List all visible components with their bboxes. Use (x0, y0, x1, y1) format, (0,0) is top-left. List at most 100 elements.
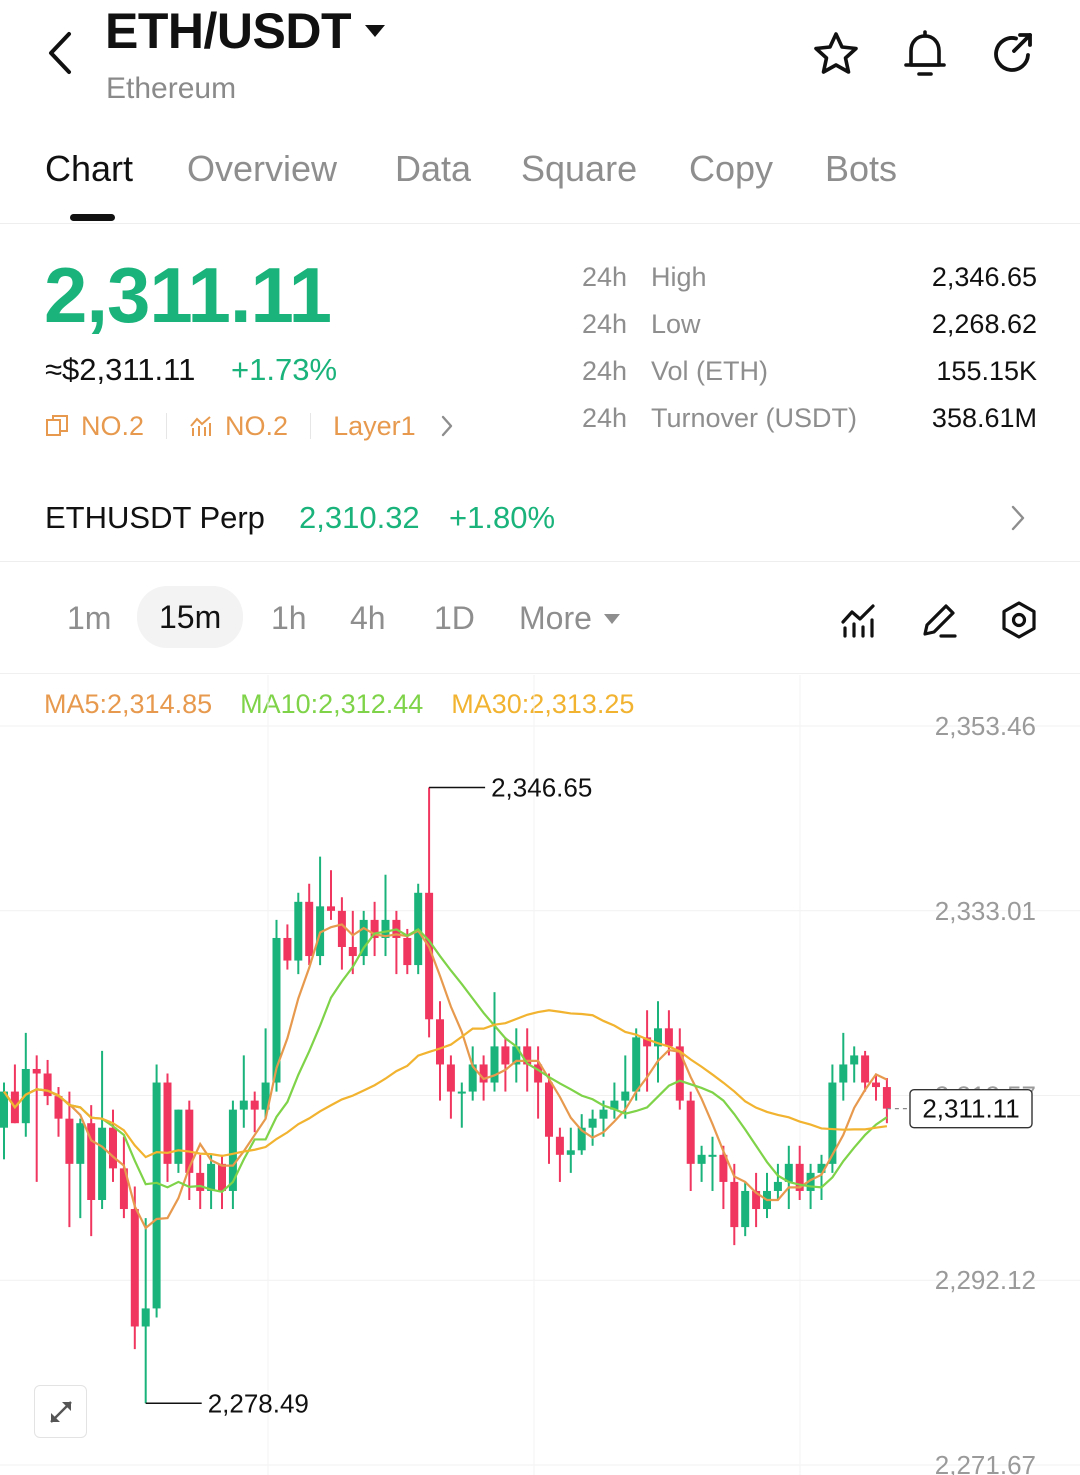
candle-body (468, 1064, 477, 1092)
candle-body (599, 1109, 608, 1119)
candle-body (152, 1082, 161, 1309)
high-price-label: 2,346.65 (491, 773, 592, 803)
candle-body (457, 1091, 466, 1094)
stat-row-volume: 24h Vol (ETH) 155.15K (582, 356, 1037, 403)
indicator-icon (841, 604, 875, 638)
draw-button[interactable] (917, 598, 961, 642)
candle-body (425, 892, 434, 1020)
candle-body (337, 910, 346, 948)
pair-selector[interactable]: ETH/USDT (105, 2, 385, 60)
perp-name: ETHUSDT Perp (45, 500, 265, 535)
tab-overview[interactable]: Overview (187, 148, 338, 189)
perp-link-row[interactable]: ETHUSDT Perp 2,310.32 +1.80% (0, 478, 1080, 562)
candle-body (621, 1091, 630, 1101)
rank-divider (310, 413, 312, 439)
candle-body (403, 937, 412, 966)
back-icon (49, 32, 71, 74)
stat-period: 24h (582, 356, 628, 386)
candle-body (32, 1068, 41, 1074)
candle-body (370, 919, 379, 938)
candle-body (163, 1082, 172, 1164)
chart-settings-button[interactable] (997, 598, 1041, 642)
ma30-line (3, 1009, 888, 1159)
candlestick-chart[interactable]: MA5:2,314.85 MA10:2,312.44 MA30:2,313.25… (0, 675, 1080, 1475)
candle-body (795, 1163, 804, 1191)
ma10-label: MA10:2,312.44 (240, 689, 424, 719)
candle-body (207, 1163, 216, 1191)
chevron-right-icon (1010, 504, 1026, 537)
interval-4h[interactable]: 4h (350, 600, 386, 636)
candle-body (327, 906, 335, 911)
rank-volume-icon (189, 414, 213, 438)
tab-bots[interactable]: Bots (825, 148, 898, 189)
interval-more-label: More (519, 600, 592, 636)
stats-panel: 24h High 2,346.65 24h Low 2,268.62 24h V… (582, 262, 1037, 450)
back-button[interactable] (40, 28, 80, 78)
fullscreen-button[interactable] (34, 1385, 87, 1438)
candle-body (784, 1163, 793, 1182)
stat-value: 2,346.65 (931, 262, 1037, 292)
stat-row-low: 24h Low 2,268.62 (582, 309, 1037, 356)
low-price-label: 2,278.49 (208, 1388, 309, 1418)
tab-square[interactable]: Square (521, 148, 638, 189)
tab-copy[interactable]: Copy (689, 148, 774, 189)
favorite-button[interactable] (810, 28, 862, 80)
candle-body (675, 1046, 684, 1101)
tab-data[interactable]: Data (395, 148, 472, 189)
alert-button[interactable] (899, 28, 951, 80)
rank-box-icon (45, 414, 69, 438)
candle-body (588, 1118, 597, 1128)
candle-body (719, 1154, 728, 1182)
stat-value: 358.61M (931, 403, 1037, 433)
rank-row: NO.2 NO.2 Layer1 (45, 408, 454, 444)
stat-label: High (651, 262, 707, 292)
candle-body (239, 1100, 248, 1110)
candle-body (174, 1109, 183, 1164)
stat-row-turnover: 24h Turnover (USDT) 358.61M (582, 403, 1037, 450)
rank-volume[interactable]: NO.2 (225, 410, 289, 441)
y-tick-label: 2,271.67 (935, 1450, 1036, 1475)
stat-value: 155.15K (936, 356, 1037, 386)
interval-more-dropdown[interactable]: More (519, 600, 620, 637)
chart-canvas[interactable]: 2,353.462,333.012,312.572,292.122,271.67… (0, 675, 1080, 1475)
y-tick-label: 2,333.01 (935, 896, 1036, 926)
interval-1d[interactable]: 1D (434, 600, 475, 636)
indicators-button[interactable] (837, 598, 881, 642)
candle-body (730, 1181, 739, 1228)
y-tick-label: 2,353.46 (935, 711, 1036, 741)
candle-body (76, 1123, 85, 1164)
candle-body (381, 919, 390, 938)
rank-market-cap[interactable]: NO.2 (81, 410, 145, 441)
candle-body (261, 1082, 270, 1110)
stat-label: Vol (ETH) (651, 356, 769, 386)
interval-1m[interactable]: 1m (67, 600, 112, 636)
stat-row-high: 24h High 2,346.65 (582, 262, 1037, 309)
candle-body (479, 1064, 488, 1083)
candle-body (523, 1046, 532, 1065)
interval-15m[interactable]: 15m (137, 586, 244, 648)
candle-body (872, 1082, 880, 1088)
ma-legend: MA5:2,314.85 MA10:2,312.44 MA30:2,313.25 (44, 689, 634, 720)
share-button[interactable] (987, 28, 1039, 80)
candle-body (773, 1181, 782, 1191)
category-tag[interactable]: Layer1 (333, 410, 416, 441)
candle-body (65, 1118, 74, 1164)
candle-body (446, 1064, 455, 1092)
chevron-right-icon[interactable] (440, 414, 454, 438)
candle-body (130, 1209, 139, 1327)
caret-down-icon (365, 25, 385, 37)
candle-body (119, 1168, 128, 1210)
pair-title: ETH/USDT (105, 3, 352, 59)
candle-body (272, 937, 281, 1083)
tab-bar: Chart Overview Data Square Copy Bots (0, 140, 1080, 224)
interval-1h[interactable]: 1h (271, 600, 307, 636)
candle-body (861, 1055, 870, 1083)
share-icon (994, 33, 1032, 72)
expand-icon (49, 1400, 72, 1423)
tab-chart[interactable]: Chart (45, 148, 134, 189)
candle-body (348, 947, 357, 957)
candle-body (654, 1028, 662, 1047)
candle-body (577, 1127, 586, 1151)
perp-change: +1.80% (449, 500, 556, 535)
perp-price: 2,310.32 (299, 500, 420, 535)
